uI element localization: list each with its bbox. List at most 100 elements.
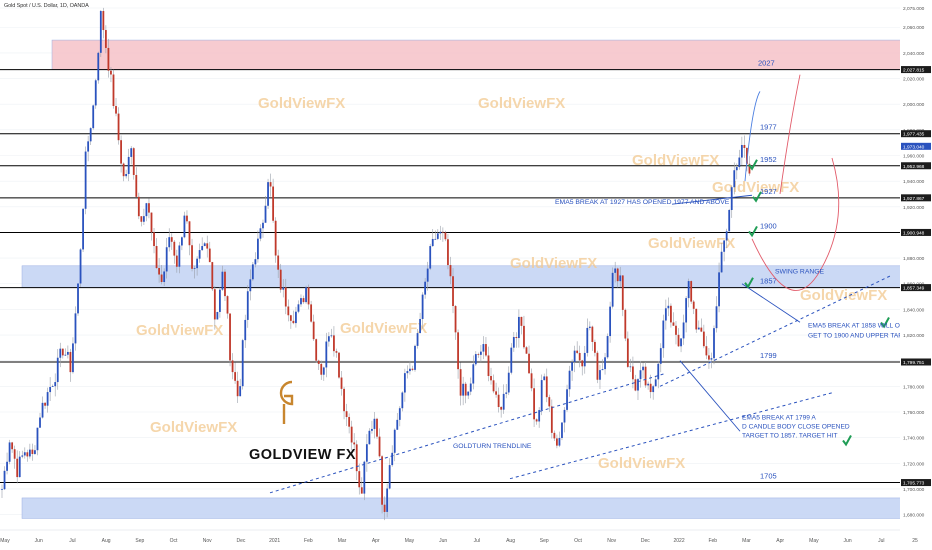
candle-body xyxy=(272,186,275,221)
candle-body xyxy=(51,386,54,387)
level-label: 1799 xyxy=(760,351,777,360)
candle-body xyxy=(462,383,465,396)
candle-body xyxy=(512,337,515,348)
candle-body xyxy=(249,279,252,292)
candle-body xyxy=(312,321,315,340)
candle-body xyxy=(487,355,490,377)
candle-body xyxy=(267,182,269,206)
price-tag xyxy=(901,162,931,170)
candle-body xyxy=(21,455,24,457)
candle-body xyxy=(510,347,513,373)
price-axis-bg xyxy=(900,0,932,550)
candle-body xyxy=(284,287,287,307)
x-tick-label: Apr xyxy=(776,538,784,544)
candle-body xyxy=(289,315,292,321)
candle-body xyxy=(502,393,505,410)
candle-body xyxy=(368,430,371,445)
candle-body xyxy=(705,346,708,356)
candle-body xyxy=(94,80,97,106)
candle-body xyxy=(581,360,584,367)
candle-body xyxy=(654,379,657,387)
candle-body xyxy=(748,163,751,174)
candle-body xyxy=(221,271,224,290)
candle-body xyxy=(353,442,356,445)
candle-body xyxy=(550,406,553,433)
candle-body xyxy=(586,327,589,353)
candle-body xyxy=(82,208,84,250)
candle-body xyxy=(429,246,432,269)
candle-body xyxy=(672,322,675,326)
current-price-label: 1,973.040 xyxy=(903,144,925,150)
candle-body xyxy=(406,371,409,374)
price-tag-label: 1,927.867 xyxy=(903,196,925,202)
candle-body xyxy=(92,105,95,129)
trendline-upper xyxy=(659,275,891,387)
price-tag-label: 1,952.968 xyxy=(903,164,925,170)
candle-body xyxy=(120,140,122,164)
x-tick-label: Feb xyxy=(708,538,717,544)
candle-body xyxy=(224,271,226,297)
candle-body xyxy=(393,429,396,453)
candle-body xyxy=(206,243,209,249)
x-tick-label: Jul xyxy=(69,538,75,544)
candle-body xyxy=(246,291,249,320)
candle-body xyxy=(566,389,568,410)
watermark-text: GoldViewFX xyxy=(136,322,223,339)
candle-body xyxy=(117,113,120,141)
candle-body xyxy=(578,352,581,361)
candle-body xyxy=(396,419,399,430)
candle-body xyxy=(515,337,518,339)
candle-body xyxy=(517,316,520,339)
candle-body xyxy=(720,251,723,273)
x-tick-label: Aug xyxy=(102,538,111,544)
candle-body xyxy=(350,426,353,443)
candle-body xyxy=(244,319,247,341)
x-tick-label: 25 xyxy=(912,538,918,544)
candle-body xyxy=(652,386,655,393)
candle-body xyxy=(599,370,601,380)
candle-body xyxy=(642,366,644,371)
candle-body xyxy=(637,379,639,391)
candle-body xyxy=(292,320,295,324)
candle-body xyxy=(188,221,191,246)
candle-body xyxy=(325,341,328,368)
candle-body xyxy=(632,366,634,380)
candle-body xyxy=(497,394,500,408)
candle-body xyxy=(355,444,358,472)
candle-body xyxy=(449,265,452,277)
candle-body xyxy=(533,388,535,420)
candle-body xyxy=(444,232,447,240)
candle-body xyxy=(297,304,300,312)
candle-body xyxy=(371,428,373,431)
candle-body xyxy=(153,232,155,247)
candle-body xyxy=(548,397,551,407)
candle-body xyxy=(168,237,171,248)
watermark-text: GoldViewFX xyxy=(510,255,597,272)
x-tick-label: 2022 xyxy=(674,538,685,544)
candle-body xyxy=(358,471,361,488)
candle-body xyxy=(436,233,439,239)
y-tick-label: 1,920.000 xyxy=(903,205,925,211)
y-tick-label: 2,000.000 xyxy=(903,102,925,108)
candle-body xyxy=(148,203,150,213)
annotation-text: GET TO 1900 AND UPPER TARGETS xyxy=(808,333,922,340)
candle-body xyxy=(302,298,305,303)
candle-body xyxy=(160,274,163,282)
candle-body xyxy=(330,335,333,337)
candle-body xyxy=(142,216,145,222)
candle-body xyxy=(469,383,472,392)
candle-body xyxy=(409,368,411,372)
y-tick-label: 2,075.000 xyxy=(903,6,925,12)
x-tick-label: Sep xyxy=(135,538,144,544)
candle-body xyxy=(122,163,125,177)
price-tag-label: 1,977.435 xyxy=(903,132,925,138)
candle-body xyxy=(710,358,713,360)
candle-body xyxy=(482,344,485,352)
y-tick-label: 1,880.000 xyxy=(903,256,925,262)
candle-body xyxy=(89,128,92,142)
candle-body xyxy=(414,345,416,370)
candle-body xyxy=(64,354,67,356)
candle-body xyxy=(692,301,695,309)
x-tick-label: Jun xyxy=(844,538,852,544)
x-tick-label: Oct xyxy=(170,538,178,544)
